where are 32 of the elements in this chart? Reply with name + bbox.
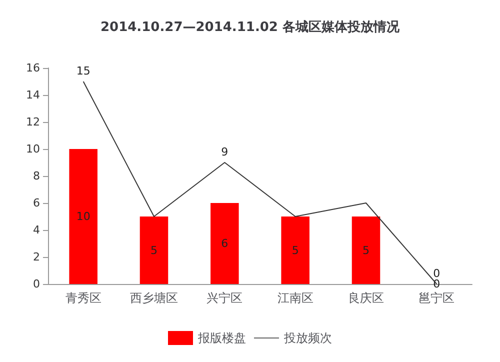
legend-label: 报版楼盘 <box>197 331 246 345</box>
y-tick-label: 6 <box>33 196 40 210</box>
bar <box>352 216 380 284</box>
data-label: 5 <box>362 244 370 257</box>
y-tick-label: 4 <box>33 224 40 236</box>
data-label: 9 <box>221 146 228 158</box>
chart-title: 2014.10.27—2014.11.02 各城区媒体投放情况 <box>100 20 400 35</box>
data-label: 10 <box>76 210 90 223</box>
data-label: 0 <box>433 267 440 280</box>
x-tick-label: 良庆区 <box>348 291 384 305</box>
x-tick-label: 青秀区 <box>65 291 102 305</box>
y-tick-label: 10 <box>26 142 40 156</box>
y-tick-label: 2 <box>33 250 40 264</box>
x-tick-label: 西乡塘区 <box>130 291 178 305</box>
data-label: 6 <box>221 237 228 250</box>
x-tick-label: 兴宁区 <box>206 291 243 305</box>
bar <box>69 149 98 284</box>
y-tick-label: 8 <box>33 170 40 182</box>
legend-label: 投放频次 <box>283 331 332 345</box>
y-tick-label: 16 <box>26 62 40 74</box>
data-label: 5 <box>150 244 158 257</box>
y-tick-label: 0 <box>33 278 40 290</box>
bar <box>281 216 310 284</box>
bar <box>140 216 168 284</box>
y-tick-label: 14 <box>26 88 40 102</box>
x-tick-label: 江南区 <box>277 291 314 305</box>
y-tick-label: 12 <box>26 116 40 128</box>
bar <box>210 203 239 284</box>
x-tick-label: 邕宁区 <box>418 291 455 305</box>
data-label: 5 <box>292 244 299 257</box>
data-label: 15 <box>76 64 90 78</box>
data-label: 0 <box>433 278 440 290</box>
